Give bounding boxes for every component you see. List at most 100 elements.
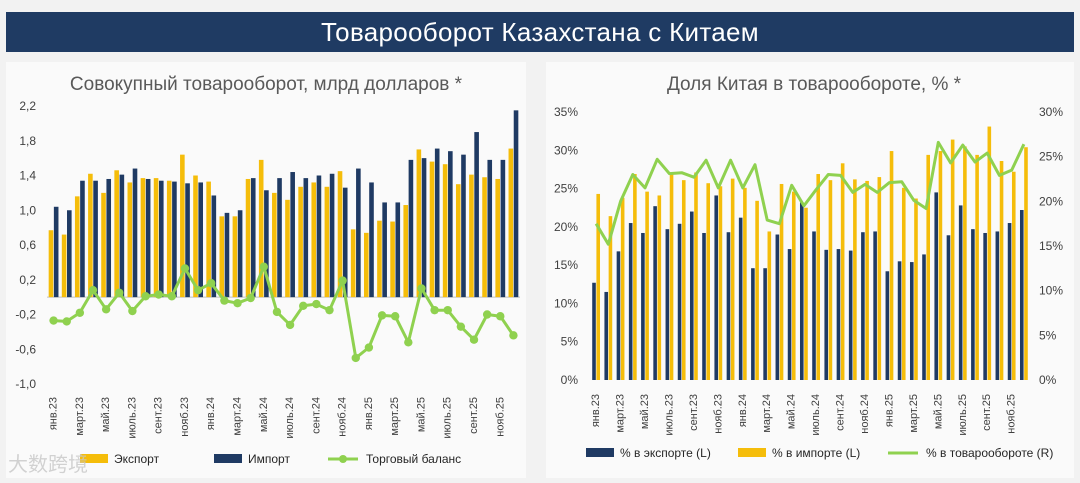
x-tick-label: июль.25 [957,394,969,436]
import-bar [356,168,361,298]
legend-balance-marker [339,455,347,463]
balance-point [404,338,413,347]
export-share-bar [702,232,706,380]
import-share-bar [669,173,674,380]
export-share-bar [958,205,963,380]
y-left-tick-label: 0% [561,373,579,387]
import-share-bar [779,183,784,380]
export-share-bar [909,262,914,380]
x-tick-label: янв.23 [48,397,60,430]
balance-point [115,288,124,297]
balance-point [101,305,111,314]
export-bar [114,170,119,298]
balance-point [456,322,466,331]
export-share-bar [641,232,645,380]
import-share-bar [914,198,918,380]
turnover-share-line [594,140,1026,246]
export-share-bar [971,229,975,380]
export-bar [482,177,487,298]
export-share-bar [653,206,657,380]
import-bar [132,168,138,298]
import-share-bar [840,163,845,380]
export-share-bar [861,232,865,380]
import-share-bar [620,197,625,380]
export-bar [350,229,356,298]
import-share-bar [828,180,833,380]
import-bar [53,206,59,298]
legend-import-swatch [214,454,242,463]
import-bar [395,202,401,298]
x-tick-label: янв.25 [883,394,895,427]
x-tick-label: сент.24 [835,394,847,431]
import-share-bar [706,183,711,380]
page-title: Товарооборот Казахстана с Китаем [6,12,1074,52]
import-share-bar [999,161,1004,380]
x-tick-label: март.24 [232,397,244,436]
export-bar [469,174,474,298]
import-bar [185,183,190,298]
y-right-tick-label: 5% [1039,328,1057,342]
import-share-bar [791,191,796,380]
import-bar [211,195,217,298]
import-bar [198,182,203,298]
export-bar [324,186,330,298]
export-bar [508,148,514,298]
export-bar [219,216,225,298]
import-bar [93,180,98,298]
y-tick-label: 1,8 [19,134,36,148]
y-right-tick-label: 25% [1039,150,1063,164]
export-share-bar [946,235,951,380]
import-share-bar [633,174,637,380]
x-tick-label: июль.25 [442,397,454,439]
x-tick-label: янв.23 [590,394,602,427]
export-bar [495,178,500,298]
export-share-bar [628,223,633,380]
export-bar [180,154,185,298]
balance-point [49,316,58,325]
balance-point [141,292,150,301]
import-bar [487,159,493,298]
balance-point [233,299,242,308]
x-tick-label: май.24 [786,394,798,429]
import-share-bar [987,126,992,380]
watermark-logo: 大数跨境 [8,454,88,476]
import-bar [237,210,243,298]
y-right-tick-label: 0% [1039,373,1057,387]
export-share-bar [714,195,719,380]
balance-point [88,285,98,295]
export-bar [140,178,146,298]
balance-point [469,335,479,344]
export-share-bar [885,271,890,380]
x-tick-label: нояб.23 [179,397,191,437]
export-bar [193,175,198,298]
import-bar [382,202,387,298]
import-share-bar [963,146,967,380]
x-tick-label: март.24 [761,394,773,433]
x-tick-label: июль.23 [663,394,675,436]
export-share-bar [897,261,902,380]
balance-point [285,320,295,330]
balance-point [364,343,374,352]
balance-point [220,296,229,305]
import-share-bar [889,151,894,380]
y-left-tick-label: 25% [554,182,578,196]
import-bar [500,159,506,298]
import-share-bar [938,151,943,380]
balance-point [312,299,321,309]
y-tick-label: -1,0 [15,377,36,391]
import-share-bar [657,195,662,380]
export-bar [206,181,211,298]
balance-point [180,264,190,273]
y-right-tick-label: 20% [1039,194,1063,208]
import-bar [290,172,295,298]
export-share-bar [799,202,804,380]
balance-point [62,317,71,326]
export-bar [390,221,395,298]
y-tick-label: 2,2 [19,99,36,113]
x-tick-label: март.25 [389,397,401,436]
balance-point [482,310,492,319]
import-bar [172,181,177,298]
y-tick-label: 0,2 [19,273,36,287]
import-share-bar [804,207,808,380]
export-bar [377,220,382,298]
